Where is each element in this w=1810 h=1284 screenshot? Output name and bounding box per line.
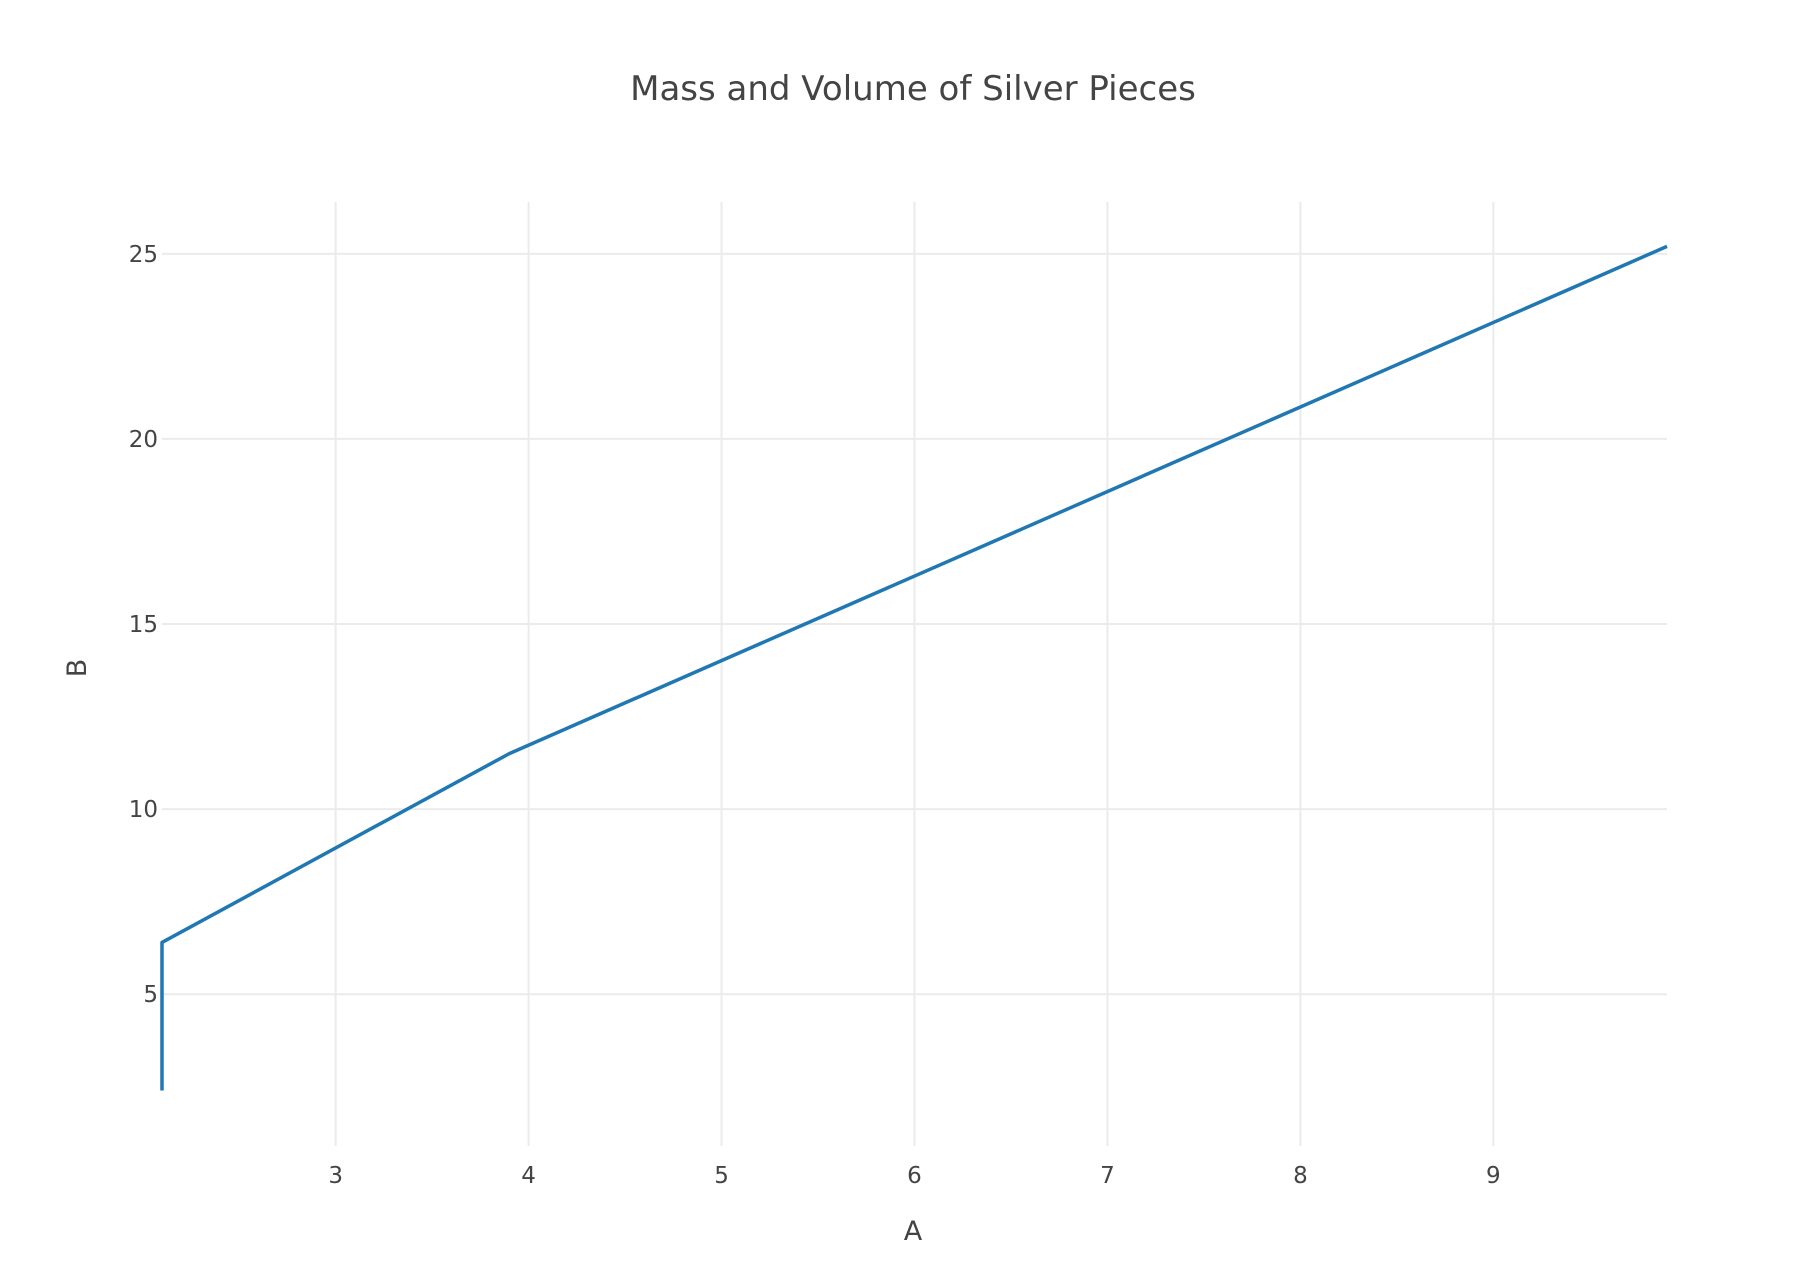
x-tick-label: 5 xyxy=(714,1163,729,1189)
x-tick-label: 9 xyxy=(1486,1163,1501,1189)
series-layer xyxy=(160,244,1668,1091)
y-tick-label: 5 xyxy=(143,982,158,1008)
x-tick-label: 7 xyxy=(1100,1163,1115,1189)
x-tick-label: 6 xyxy=(907,1163,922,1189)
tick-labels: 3 4 5 6 7 8 9 5 10 15 20 25 xyxy=(129,242,1501,1189)
x-axis-label: A xyxy=(904,1216,923,1247)
x-tick-label: 4 xyxy=(521,1163,536,1189)
gridlines xyxy=(162,202,1667,1146)
y-tick-label: 15 xyxy=(129,612,158,638)
x-tick-label: 8 xyxy=(1293,1163,1308,1189)
y-tick-label: 25 xyxy=(129,242,158,268)
y-axis-label: B xyxy=(62,659,93,678)
y-tick-label: 20 xyxy=(129,427,158,453)
chart-title: Mass and Volume of Silver Pieces xyxy=(630,69,1196,109)
x-tick-label: 3 xyxy=(328,1163,343,1189)
y-tick-label: 10 xyxy=(129,797,158,823)
series-line xyxy=(160,244,1668,1091)
